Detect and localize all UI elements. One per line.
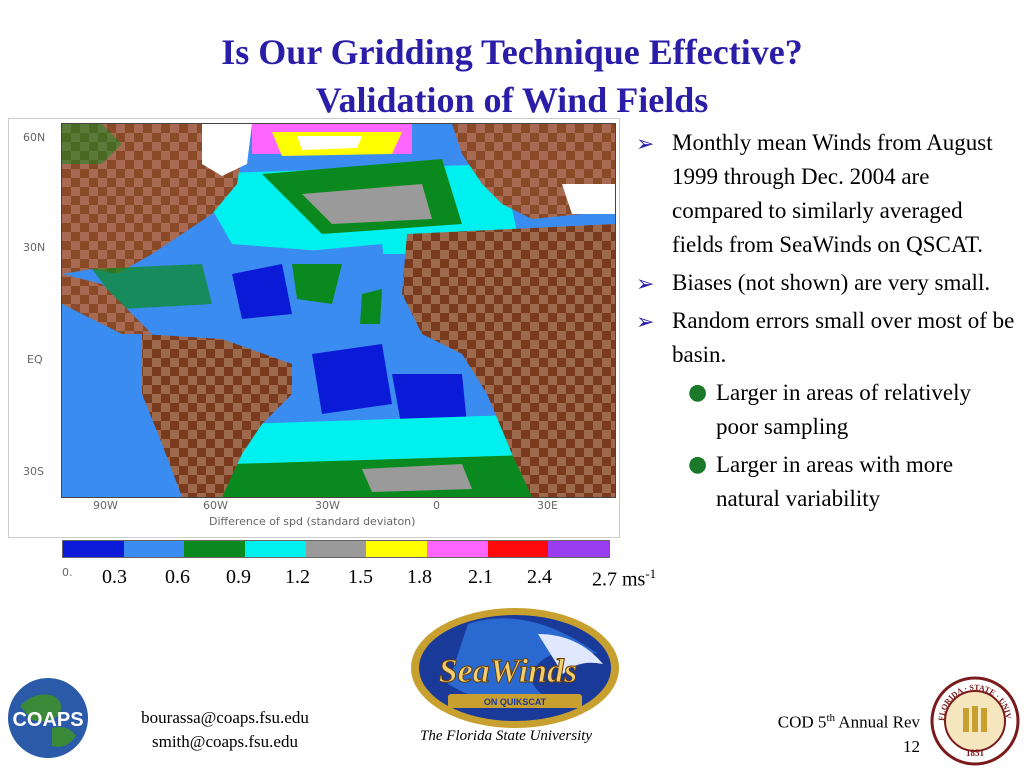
lon-label-90w: 90W: [93, 499, 118, 512]
arrow-bullet-icon: ➢: [636, 310, 655, 335]
bullet-text: Monthly mean Winds from August 1999 thro…: [672, 130, 993, 257]
color-scale-swatch: [123, 541, 185, 557]
footer-conference: COD 5th Annual Rev 12: [720, 706, 920, 759]
color-scale-swatch: [184, 541, 246, 557]
seal-year: 1851: [966, 748, 985, 758]
scale-tick-1.5: 1.5: [348, 566, 373, 588]
title-line-1: Is Our Gridding Technique Effective?: [221, 32, 803, 72]
wind-difference-map: 60N 30N EQ 30S: [8, 118, 620, 538]
scale-tick-1.2: 1.2: [285, 566, 310, 588]
lon-label-60w: 60W: [203, 499, 228, 512]
color-scale-swatch: [305, 541, 367, 557]
title-line-2: Validation of Wind Fields: [315, 80, 709, 120]
bullet-text: Random errors small over most of be basi…: [672, 308, 1015, 367]
contact-emails: bourassa@coaps.fsu.edu smith@coaps.fsu.e…: [120, 706, 330, 754]
color-scale-zero-label: 0.: [62, 566, 73, 579]
scale-tick-0.6: 0.6: [165, 566, 190, 588]
bullet-list: ➢ Monthly mean Winds from August 1999 th…: [636, 126, 1016, 520]
arrow-bullet-icon: ➢: [636, 132, 655, 157]
color-scale-swatch: [548, 541, 610, 557]
scale-tick-0.3: 0.3: [102, 566, 127, 588]
color-scale-swatch: [63, 541, 124, 557]
scale-tick-0.9: 0.9: [226, 566, 251, 588]
scale-tick-2.1: 2.1: [468, 566, 493, 588]
fsu-name: The Florida State University: [420, 728, 593, 744]
color-scale-bar: [62, 540, 610, 558]
seawinds-logo: SeaWinds ON QUIKSCAT: [411, 608, 619, 728]
dot-bullet-icon: ●: [688, 380, 708, 405]
scale-tick-2.4: 2.4: [527, 566, 552, 588]
conference-label: COD 5th Annual Rev: [720, 706, 920, 735]
seawinds-sub-text: ON QUIKSCAT: [484, 697, 547, 707]
sub-bullet-text: Larger in areas of relatively poor sampl…: [716, 380, 971, 439]
map-image: [62, 124, 615, 497]
lon-label-30e: 30E: [537, 499, 558, 512]
email-bourassa: bourassa@coaps.fsu.edu: [141, 708, 309, 727]
color-scale-swatch: [366, 541, 428, 557]
scale-tick-1.8: 1.8: [407, 566, 432, 588]
bullet-item: ➢ Monthly mean Winds from August 1999 th…: [636, 126, 1016, 262]
sub-bullet-item: ● Larger in areas of relatively poor sam…: [636, 376, 1016, 444]
map-caption: Difference of spd (standard deviaton): [209, 515, 416, 528]
arrow-bullet-icon: ➢: [636, 272, 655, 297]
fsu-seal: FLORIDA · STATE · UNIVERSITY 1851: [930, 676, 1020, 766]
conference-prefix: COD 5: [777, 712, 827, 732]
bullet-text: Biases (not shown) are very small.: [672, 270, 991, 295]
dot-bullet-icon: ●: [688, 452, 708, 477]
lat-label-60n: 60N: [23, 131, 46, 144]
slide-title: Is Our Gridding Technique Effective? Val…: [0, 28, 1024, 124]
page-number: 12: [903, 736, 920, 756]
conference-sup: th: [826, 712, 835, 724]
sub-bullet-item: ● Larger in areas with more natural vari…: [636, 448, 1016, 516]
coaps-logo-text: COAPS: [12, 709, 83, 731]
seawinds-logo-text: SeaWinds: [439, 653, 578, 690]
color-scale-swatch: [245, 541, 306, 557]
bullet-item: ➢ Biases (not shown) are very small.: [636, 266, 1016, 300]
color-scale-swatch: [487, 541, 549, 557]
scale-tick-2.7-with-unit: 2.7 ms-1: [592, 566, 656, 592]
lat-label-eq: EQ: [27, 353, 43, 366]
sub-bullet-text: Larger in areas with more natural variab…: [716, 452, 954, 511]
coaps-logo: COAPS: [8, 678, 88, 758]
scale-unit-exponent: -1: [645, 566, 657, 581]
scale-unit: ms: [622, 568, 646, 591]
conference-suffix: Annual Rev: [835, 712, 920, 732]
lon-label-0: 0: [433, 499, 440, 512]
color-scale-swatch: [427, 541, 488, 557]
map-plot-area: [61, 123, 616, 498]
email-smith: smith@coaps.fsu.edu: [152, 732, 298, 751]
lat-label-30s: 30S: [23, 465, 44, 478]
lon-label-30w: 30W: [315, 499, 340, 512]
scale-tick-2.7: 2.7: [592, 568, 617, 591]
bullet-item: ➢ Random errors small over most of be ba…: [636, 304, 1016, 372]
lat-label-30n: 30N: [23, 241, 46, 254]
